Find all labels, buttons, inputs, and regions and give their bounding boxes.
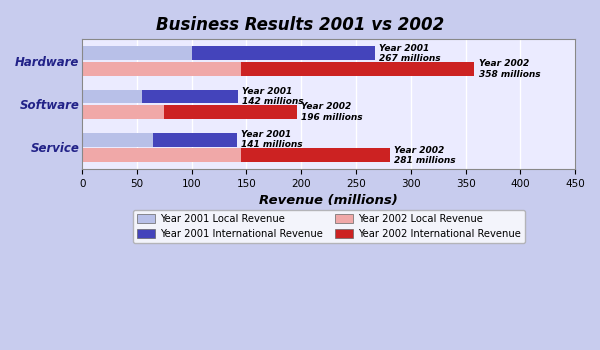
- Bar: [154, 133, 236, 147]
- Bar: [82, 47, 192, 60]
- Bar: [241, 62, 475, 76]
- Text: Year 2001
141 millions: Year 2001 141 millions: [241, 130, 302, 149]
- Text: Year 2001
142 millions: Year 2001 142 millions: [242, 87, 304, 106]
- Bar: [82, 105, 164, 119]
- Text: Year 2001
267 millions: Year 2001 267 millions: [379, 44, 440, 63]
- Bar: [82, 133, 154, 147]
- Bar: [82, 62, 241, 76]
- X-axis label: Revenue (millions): Revenue (millions): [259, 194, 398, 207]
- Bar: [164, 105, 297, 119]
- Bar: [241, 148, 390, 162]
- Bar: [192, 47, 374, 60]
- Bar: [142, 90, 238, 103]
- Text: Business Results 2001 vs 2002: Business Results 2001 vs 2002: [156, 16, 444, 34]
- Bar: [82, 148, 241, 162]
- Text: Year 2002
358 millions: Year 2002 358 millions: [479, 59, 541, 78]
- Text: Year 2002
196 millions: Year 2002 196 millions: [301, 102, 363, 122]
- Legend: Year 2001 Local Revenue, Year 2001 International Revenue, Year 2002 Local Revenu: Year 2001 Local Revenue, Year 2001 Inter…: [133, 210, 524, 243]
- Text: Year 2002
281 millions: Year 2002 281 millions: [394, 146, 456, 165]
- Bar: [82, 90, 142, 103]
